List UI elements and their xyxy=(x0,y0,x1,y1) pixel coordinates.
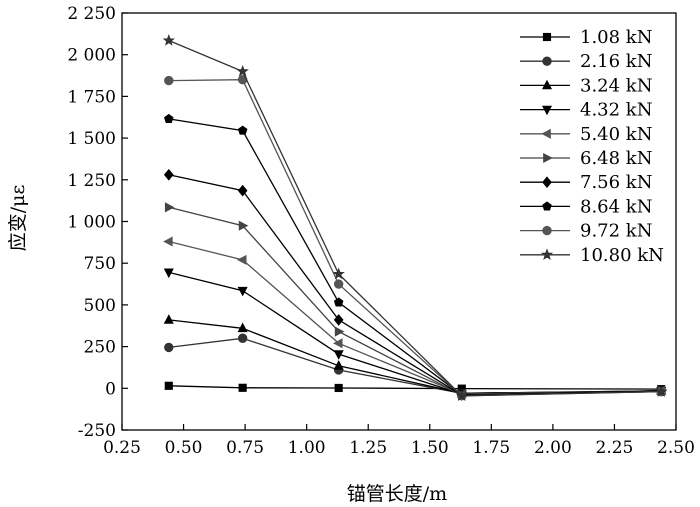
legend-label: 1.08 kN xyxy=(580,27,652,48)
x-tick-label: 2.25 xyxy=(596,438,634,458)
legend-marker xyxy=(542,32,552,42)
data-point xyxy=(237,286,248,297)
data-point xyxy=(163,168,174,181)
legend-entry: 10.80 kN xyxy=(520,245,664,266)
data-point xyxy=(334,383,343,393)
y-tick-label: 1 000 xyxy=(67,213,116,233)
legend-marker xyxy=(542,225,552,236)
data-point xyxy=(332,338,343,349)
legend-label: 2.16 kN xyxy=(580,51,652,72)
legend-entry: 9.72 kN xyxy=(520,221,652,242)
data-point xyxy=(237,333,248,343)
data-point xyxy=(162,34,175,46)
series-3 xyxy=(163,268,667,400)
legend: 1.08 kN 2.16 kN 3.24 kN 4.32 kN 5.40 kN 6.48 … xyxy=(520,27,664,266)
legend-label: 9.72 kN xyxy=(580,221,652,242)
data-point xyxy=(655,385,668,397)
x-tick-label: 1.50 xyxy=(411,438,449,458)
data-point xyxy=(332,267,345,280)
data-point xyxy=(163,314,174,324)
y-tick-label: 2 250 xyxy=(67,4,116,24)
data-point xyxy=(237,125,248,135)
x-tick-label: 0.50 xyxy=(165,438,203,458)
x-tick-label: 2.00 xyxy=(534,438,572,458)
data-point xyxy=(164,202,175,213)
legend-entry: 8.64 kN xyxy=(520,196,652,217)
y-tick-label: 500 xyxy=(84,296,116,316)
legend-marker xyxy=(540,248,554,261)
x-tick-label: 1.00 xyxy=(288,438,326,458)
data-point xyxy=(163,268,174,279)
data-point xyxy=(333,297,344,307)
legend-entry: 1.08 kN xyxy=(520,27,652,48)
data-point xyxy=(455,389,468,402)
x-tick-label: 2.50 xyxy=(657,438,695,458)
legend-label: 3.24 kN xyxy=(580,75,652,96)
data-point xyxy=(236,254,247,265)
series-9 xyxy=(162,34,668,402)
y-tick-label: 250 xyxy=(84,338,116,358)
legend-entry: 3.24 kN xyxy=(520,75,652,96)
data-point xyxy=(236,64,249,77)
data-point xyxy=(164,75,174,86)
legend-marker xyxy=(541,79,553,90)
y-tick-label: 0 xyxy=(105,379,116,399)
x-tick-label: 0.75 xyxy=(226,438,264,458)
legend-label: 4.32 kN xyxy=(580,100,652,121)
data-point xyxy=(334,326,345,337)
series-layer xyxy=(162,34,668,402)
x-tick-label: 0.25 xyxy=(103,438,141,458)
data-point xyxy=(333,279,344,289)
data-point xyxy=(333,350,344,360)
x-tick-label: 1.75 xyxy=(472,438,510,458)
legend-label: 5.40 kN xyxy=(580,124,652,145)
legend-marker xyxy=(541,128,551,139)
data-point xyxy=(333,360,344,370)
legend-label: 10.80 kN xyxy=(580,245,664,266)
data-point xyxy=(237,322,248,333)
y-tick-label: 750 xyxy=(84,254,116,274)
legend-label: 6.48 kN xyxy=(580,148,652,169)
y-tick-label: 2 000 xyxy=(67,46,116,66)
data-point xyxy=(163,236,173,247)
legend-entry: 4.32 kN xyxy=(520,100,652,121)
data-point xyxy=(164,342,174,353)
y-tick-label: 1 750 xyxy=(67,87,116,107)
x-tick-label: 1.25 xyxy=(349,438,387,458)
y-tick-label: 1 250 xyxy=(67,171,116,191)
axes: 0.25 0.50 0.75 1.00 1.25 1.50 1.75 2.00 2.25 2.50… xyxy=(67,4,695,458)
legend-entry: 7.56 kN xyxy=(520,172,652,193)
data-point xyxy=(164,113,174,123)
data-point xyxy=(238,220,249,231)
x-axis-label: 锚管长度/m xyxy=(347,483,447,505)
legend-marker xyxy=(541,105,553,116)
y-tick-label: -250 xyxy=(78,421,116,441)
legend-entry: 2.16 kN xyxy=(520,51,652,72)
data-point xyxy=(237,184,248,197)
legend-marker xyxy=(543,152,553,164)
legend-marker xyxy=(542,56,552,66)
legend-marker xyxy=(542,201,552,211)
legend-label: 8.64 kN xyxy=(580,196,652,217)
data-point xyxy=(238,383,247,392)
legend-label: 7.56 kN xyxy=(580,172,652,193)
y-tick-label: 1 500 xyxy=(67,129,116,149)
y-axis-label: 应变/με xyxy=(7,185,29,252)
legend-entry: 5.40 kN xyxy=(520,124,652,145)
data-point xyxy=(333,314,344,326)
legend-marker xyxy=(542,176,552,189)
data-point xyxy=(164,381,173,390)
legend-entry: 6.48 kN xyxy=(520,148,652,169)
